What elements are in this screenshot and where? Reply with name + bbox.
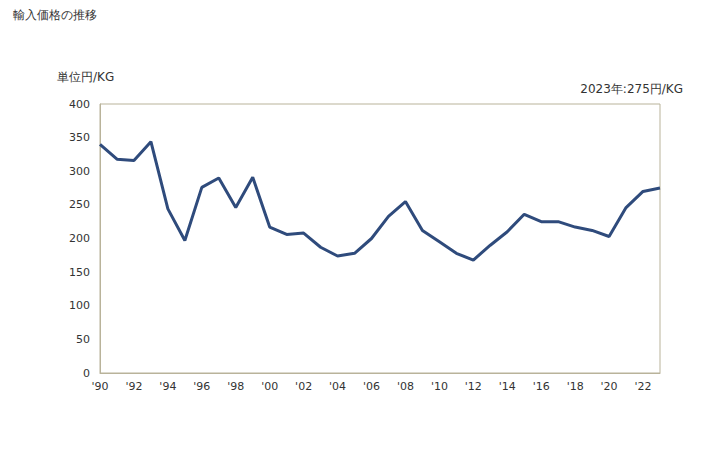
svg-text:350: 350 [69, 131, 90, 144]
svg-text:150: 150 [69, 266, 90, 279]
svg-text:50: 50 [76, 333, 90, 346]
svg-text:'00: '00 [261, 380, 278, 393]
svg-text:'12: '12 [465, 380, 482, 393]
svg-text:'18: '18 [567, 380, 584, 393]
svg-text:'92: '92 [125, 380, 142, 393]
svg-text:'16: '16 [533, 380, 550, 393]
svg-text:2023年:275円/KG: 2023年:275円/KG [580, 82, 683, 96]
svg-text:'14: '14 [499, 380, 516, 393]
svg-text:'04: '04 [329, 380, 346, 393]
svg-text:'96: '96 [193, 380, 210, 393]
svg-text:'10: '10 [431, 380, 448, 393]
svg-text:300: 300 [69, 165, 90, 178]
svg-text:0: 0 [83, 367, 90, 380]
svg-text:'02: '02 [295, 380, 312, 393]
svg-text:250: 250 [69, 198, 90, 211]
svg-text:'98: '98 [227, 380, 244, 393]
svg-text:輸入価格の推移: 輸入価格の推移 [13, 8, 97, 22]
svg-text:'94: '94 [159, 380, 176, 393]
svg-text:400: 400 [69, 98, 90, 111]
svg-text:'08: '08 [397, 380, 414, 393]
svg-text:200: 200 [69, 232, 90, 245]
svg-text:単位円/KG: 単位円/KG [57, 70, 114, 84]
svg-text:100: 100 [69, 299, 90, 312]
svg-text:'90: '90 [91, 380, 108, 393]
svg-text:'20: '20 [601, 380, 618, 393]
svg-text:'06: '06 [363, 380, 380, 393]
svg-text:'22: '22 [635, 380, 652, 393]
